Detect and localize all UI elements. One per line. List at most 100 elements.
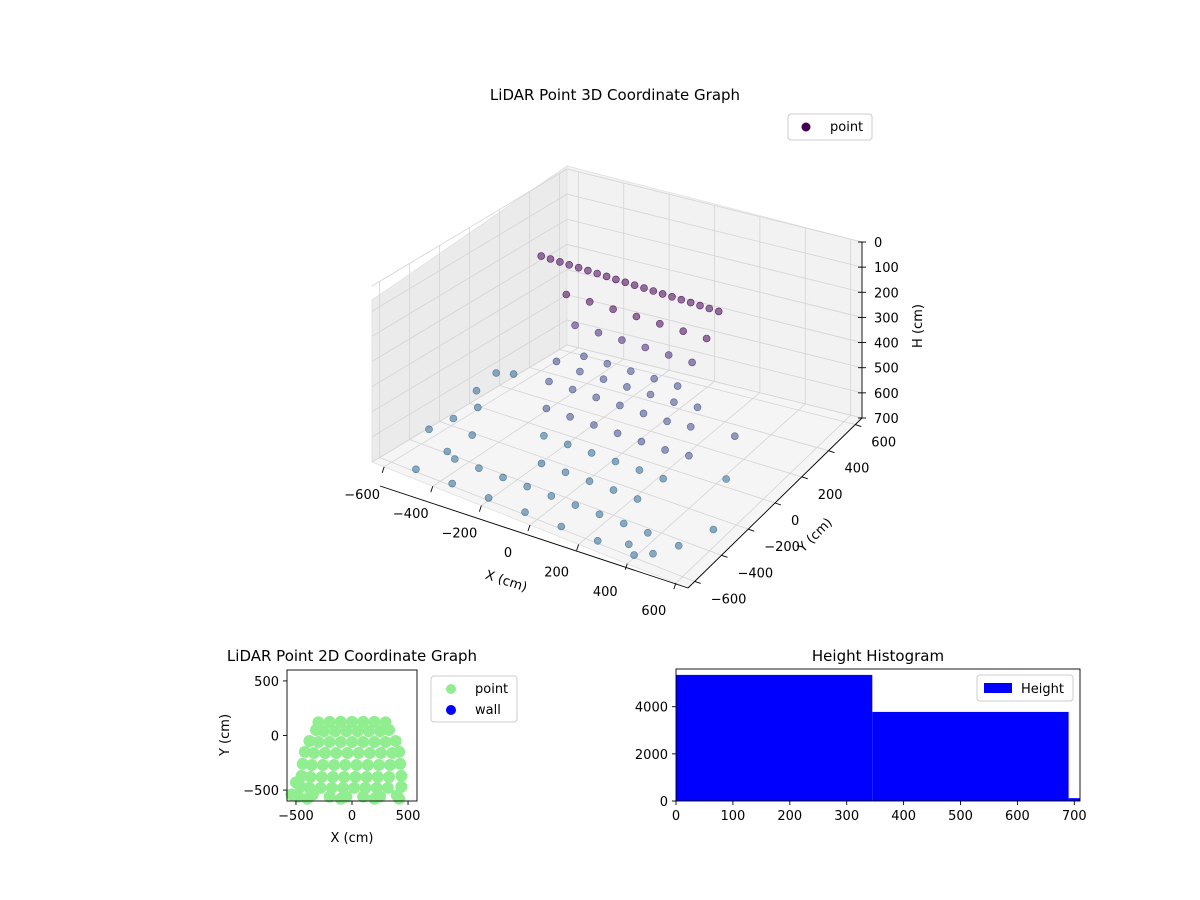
scatter-point-3d <box>702 334 711 343</box>
scatter-point-3d <box>587 449 596 457</box>
z-tick-label: 0 <box>874 236 882 251</box>
scatter-point-3d <box>523 482 532 491</box>
scatter-point-2d <box>368 715 381 728</box>
scatter-point-3d <box>557 522 566 531</box>
grid-line-x <box>578 392 761 545</box>
scatter-point-3d <box>571 501 580 509</box>
scatter-point-3d <box>623 383 631 391</box>
scatter-point-2d <box>352 747 365 759</box>
hist-y-tick-label: 4000 <box>635 701 668 716</box>
y-tick-mark <box>774 502 782 506</box>
y-tick-label-2d: 500 <box>254 675 279 690</box>
chart-2d-title: LiDAR Point 2D Coordinate Graph <box>227 647 477 665</box>
scatter-point-3d <box>612 275 620 284</box>
scatter-point-3d <box>685 451 693 460</box>
scatter-point-2d <box>395 769 408 782</box>
grid-line-x <box>626 403 806 565</box>
hist-x-tick-label: 400 <box>891 809 916 824</box>
scatter-point-3d <box>592 393 601 402</box>
x-tick-label: 200 <box>544 565 569 580</box>
scatter-point-3d <box>537 459 546 468</box>
scatter-point-3d <box>633 495 642 503</box>
grid-line-x <box>675 414 851 584</box>
scatter-point-2d <box>375 747 388 759</box>
3d-gridlines <box>371 168 863 584</box>
scatter-point-3d <box>650 374 659 383</box>
y-axis-label-2d: Y (cm) <box>218 714 233 757</box>
scatter-point-3d <box>639 409 648 418</box>
scatter-point-2d <box>346 715 358 728</box>
x-tick-label-2d: −500 <box>278 809 314 824</box>
scatter-point-3d <box>609 305 617 314</box>
scatter-point-3d <box>693 403 702 412</box>
grid-line-h <box>371 344 568 463</box>
scatter-point-3d <box>566 412 574 421</box>
scatter-point-2d <box>348 781 361 794</box>
x-tick-mark <box>527 524 531 532</box>
scatter-point-3d <box>412 465 420 474</box>
z-tick-label: 600 <box>874 387 899 402</box>
scatter-point-3d <box>643 528 652 537</box>
scatter-point-3d <box>484 494 493 502</box>
legend-2d-label-point: point <box>475 682 508 697</box>
z-tick-label: 500 <box>874 362 899 377</box>
scatter-point-3d <box>595 510 604 519</box>
scatter-point-2d <box>312 736 325 748</box>
y-tick-mark <box>828 450 835 454</box>
x-tick-label-2d: 0 <box>348 809 356 824</box>
scatter-point-2d <box>334 792 347 805</box>
x-tick-label: −200 <box>442 527 478 542</box>
scatter-point-2d <box>298 745 311 758</box>
y-tick-label-2d: 0 <box>271 730 279 745</box>
scatter-point-3d <box>655 319 664 328</box>
y-tick-mark <box>748 528 755 532</box>
scatter-point-3d <box>425 425 433 434</box>
scatter-point-3d <box>546 255 555 263</box>
scatter-point-3d <box>603 359 612 368</box>
grid-line-h <box>566 294 863 369</box>
scatter-point-3d <box>593 269 602 278</box>
scatter-point-2d <box>323 736 336 748</box>
scatter-point-3d <box>621 278 630 287</box>
scatter-point-3d <box>547 492 556 500</box>
scatter-point-2d <box>349 771 362 783</box>
x-tick-mark <box>478 505 482 512</box>
legend-3d: point <box>787 113 873 141</box>
scatter-point-2d <box>307 747 320 759</box>
grid-line-h <box>566 244 863 318</box>
grid-line-h <box>371 294 568 413</box>
scatter-point-3d <box>674 541 683 550</box>
scatter-point-3d <box>571 321 579 330</box>
legend-histogram-swatch <box>984 683 1012 693</box>
scatter-point-2d <box>315 771 328 783</box>
2d-ticks: −500 0 500 −500 0 500 <box>243 675 420 824</box>
hist-x-tick-label: 100 <box>720 809 745 824</box>
scatter-point-3d <box>562 290 571 299</box>
grid-line-h <box>371 244 568 362</box>
scatter-point-2d <box>389 735 402 747</box>
z-tick-label: 400 <box>874 337 899 352</box>
scatter-point-2d <box>329 725 342 738</box>
scatter-point-2d <box>393 745 406 758</box>
scatter-point-2d <box>351 725 364 738</box>
y-tick-mark <box>721 554 728 558</box>
grid-line-h <box>371 193 568 312</box>
scatter-point-3d <box>580 352 588 361</box>
scatter-point-2d <box>357 790 370 803</box>
legend-2d-label-wall: wall <box>475 703 501 718</box>
scatter-point-2d <box>330 747 343 759</box>
scatter-point-3d <box>509 370 518 378</box>
scatter-point-3d <box>664 351 673 359</box>
hist-y-tick-label: 2000 <box>635 748 668 763</box>
hist-x-tick-label: 600 <box>1005 809 1030 824</box>
y-tick-label: 400 <box>845 462 870 477</box>
x-tick-label-2d: 500 <box>396 809 421 824</box>
histogram-ticks: 0 100 200 300 400 500 600 700 0 2000 4000 <box>635 701 1087 824</box>
scatter-point-3d <box>568 385 577 394</box>
scatter-point-3d <box>475 464 483 473</box>
x-axis-label-3d: X (cm) <box>483 568 529 596</box>
scatter-point-2d <box>383 724 395 736</box>
scatter-point-2d <box>323 790 336 803</box>
scatter-point-3d <box>561 468 570 477</box>
